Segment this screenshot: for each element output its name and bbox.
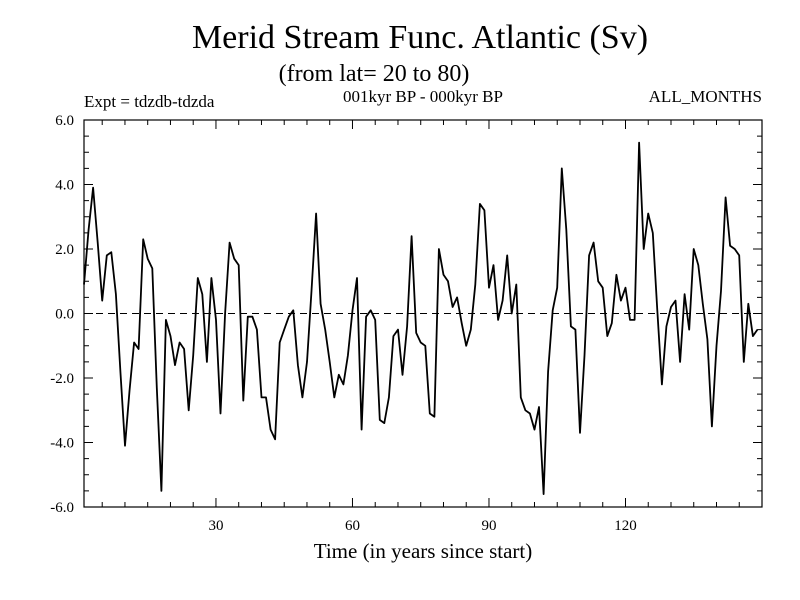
y-tick-label: -2.0	[50, 371, 74, 387]
y-tick-label: -4.0	[50, 436, 74, 452]
chart-title: Merid Stream Func. Atlantic (Sv)	[192, 19, 648, 56]
y-tick-label: 0.0	[55, 307, 74, 323]
x-tick-label: 90	[481, 518, 496, 534]
x-tick-label: 30	[208, 518, 223, 534]
y-tick-label: 2.0	[55, 242, 74, 258]
x-tick-label: 120	[614, 518, 637, 534]
series-line	[83, 141, 759, 496]
chart-subtitle: (from lat= 20 to 80)	[279, 61, 470, 87]
period-label: 001kyr BP - 000kyr BP	[343, 87, 503, 106]
experiment-label: Expt = tdzdb-tdzda	[84, 92, 215, 111]
x-axis-label: Time (in years since start)	[314, 539, 533, 563]
y-tick-label: 4.0	[55, 178, 74, 194]
y-tick-label: -6.0	[50, 500, 74, 516]
tick-labels: -6.0 -4.0 -2.0 0.0 2.0 4.0 6.0 30 60 90 120	[50, 113, 636, 534]
series-layer	[83, 141, 759, 496]
x-tick-label: 60	[345, 518, 360, 534]
y-tick-label: 6.0	[55, 113, 74, 129]
season-label: ALL_MONTHS	[649, 87, 762, 106]
plot-frame	[83, 119, 763, 508]
